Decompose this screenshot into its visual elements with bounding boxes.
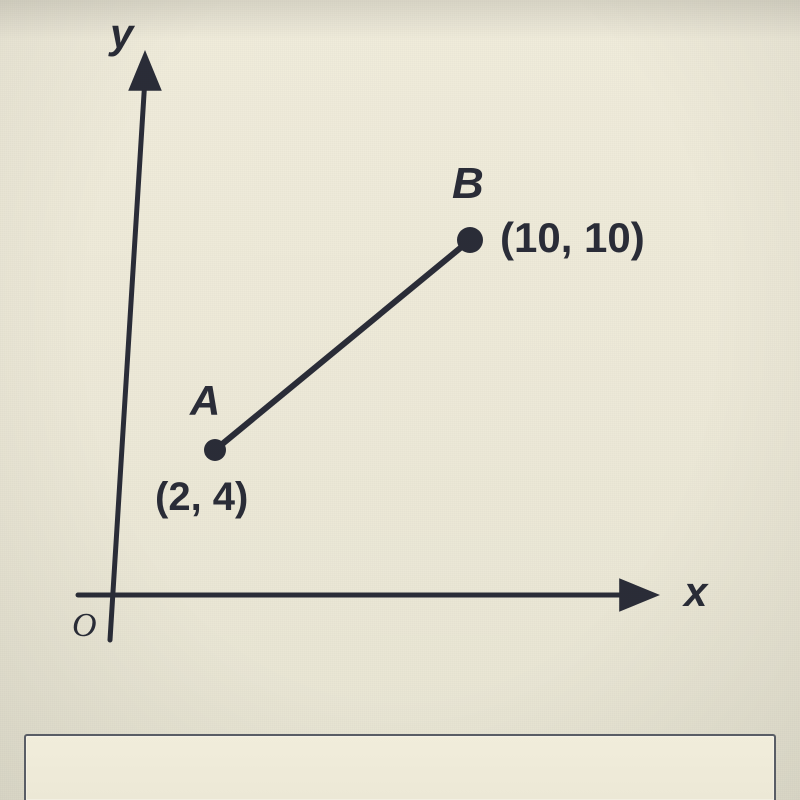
point-b-letter: B (452, 159, 484, 208)
diagram-svg: y x O A (2, 4) B (10, 10) (0, 0, 800, 800)
y-axis (110, 78, 145, 640)
point-b (457, 227, 483, 253)
point-a (204, 439, 226, 461)
x-axis-arrowhead (619, 578, 660, 612)
point-a-letter: A (189, 377, 220, 424)
segment-ab (215, 240, 470, 450)
x-axis-label: x (682, 568, 709, 615)
origin-label: O (72, 607, 97, 644)
answer-box-frame (24, 734, 776, 800)
point-b-coord: (10, 10) (500, 214, 645, 261)
y-axis-label: y (108, 10, 136, 57)
diagram-stage: y x O A (2, 4) B (10, 10) (0, 0, 800, 800)
point-a-coord: (2, 4) (155, 475, 248, 519)
